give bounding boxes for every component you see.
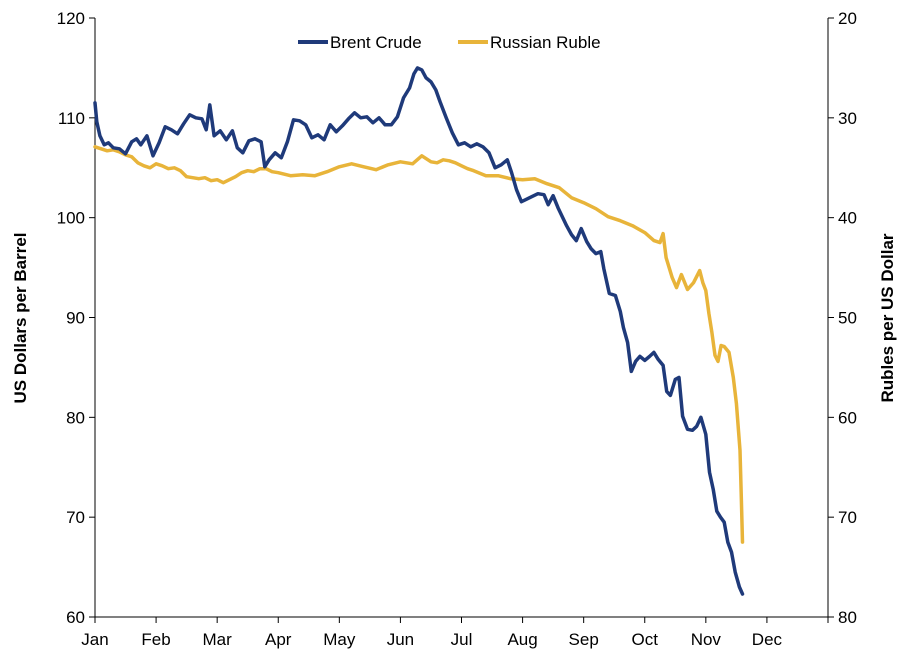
- right-tick-label: 70: [838, 508, 857, 527]
- right-tick-label: 80: [838, 608, 857, 627]
- x-tick-label: Jul: [451, 630, 473, 649]
- plot-frame: [94, 18, 829, 618]
- x-tick-label: Oct: [632, 630, 659, 649]
- left-tick-label: 110: [58, 109, 85, 128]
- legend-brent-label: Brent Crude: [330, 33, 422, 52]
- x-tick-label: Nov: [691, 630, 722, 649]
- x-axis-ticks: Jan Feb Mar Apr May Jun Jul Aug Sep Oct Nov Dec: [81, 617, 829, 649]
- x-tick-label: Sep: [569, 630, 599, 649]
- legend-ruble-label: Russian Ruble: [490, 33, 601, 52]
- right-axis-title: Rubles per US Dollar: [878, 233, 897, 402]
- left-axis-ticks: 60 70 80 90 100 110 120: [57, 9, 95, 627]
- right-tick-label: 30: [838, 109, 857, 128]
- left-tick-label: 90: [66, 309, 85, 328]
- x-tick-label: Dec: [752, 630, 783, 649]
- left-tick-label: 100: [57, 209, 85, 228]
- right-axis-ticks: 20 30 40 50 60 70 80: [828, 9, 857, 627]
- left-tick-label: 120: [57, 9, 85, 28]
- right-tick-label: 50: [838, 309, 857, 328]
- left-axis-title: US Dollars per Barrel: [11, 232, 30, 403]
- x-tick-label: Aug: [507, 630, 537, 649]
- x-tick-label: Jun: [387, 630, 414, 649]
- brent-crude-line: [93, 66, 745, 596]
- right-tick-label: 40: [838, 209, 857, 228]
- x-tick-label: May: [323, 630, 356, 649]
- russian-ruble-line: [93, 145, 745, 544]
- left-tick-label: 80: [66, 408, 85, 427]
- legend: Brent Crude Russian Ruble: [298, 33, 601, 52]
- x-tick-label: Feb: [141, 630, 170, 649]
- right-tick-label: 20: [838, 9, 857, 28]
- series-layer: [93, 66, 745, 596]
- x-tick-label: Apr: [265, 630, 292, 649]
- left-tick-label: 70: [66, 508, 85, 527]
- left-tick-label: 60: [66, 608, 85, 627]
- x-tick-label: Mar: [203, 630, 233, 649]
- x-tick-label: Jan: [81, 630, 108, 649]
- right-tick-label: 60: [838, 408, 857, 427]
